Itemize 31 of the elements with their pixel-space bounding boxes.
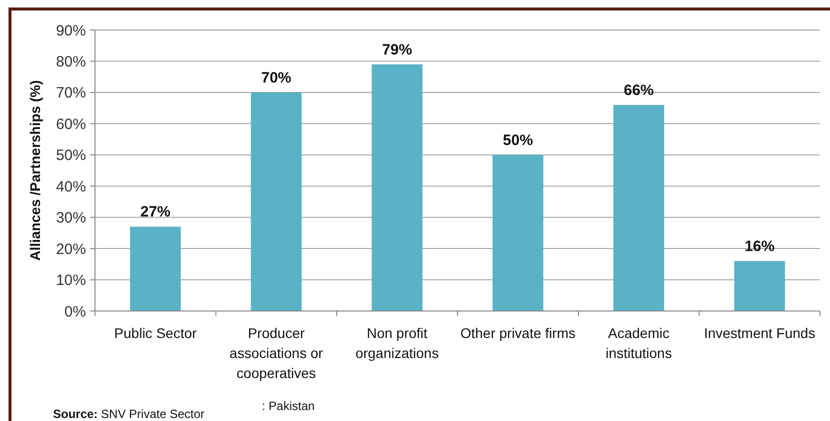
bar	[250, 92, 302, 311]
bar	[372, 64, 422, 311]
x-tick-label: Other private firms	[460, 325, 576, 341]
data-label: 79%	[382, 41, 412, 58]
source-note: Source: SNV Private Sector	[53, 407, 204, 421]
y-tick-label: 20%	[56, 240, 86, 258]
y-tick-label: 60%	[56, 116, 86, 133]
data-label: 16%	[744, 238, 775, 256]
y-tick-label: 50%	[56, 147, 86, 164]
x-tick-label: Producer associations or cooperatives	[230, 325, 324, 381]
bar	[130, 226, 181, 311]
y-tick-label: 10%	[56, 272, 86, 290]
y-tick-label: 40%	[56, 178, 86, 196]
data-label: 70%	[261, 69, 292, 86]
y-tick-label: 70%	[56, 84, 86, 102]
data-label: 50%	[502, 132, 533, 149]
y-tick-label: 30%	[56, 210, 86, 227]
y-tick-label: 80%	[56, 53, 86, 70]
y-tick-label: 90%	[56, 22, 86, 40]
bar	[734, 261, 785, 311]
text: : Pakistan	[262, 399, 315, 413]
bar	[492, 154, 544, 311]
x-tick-label: Public Sector	[114, 325, 197, 341]
x-tick-label: Investment Funds	[704, 325, 816, 341]
y-axis-title: Alliances /Partnerships (%)	[27, 80, 43, 261]
data-label: 66%	[624, 82, 654, 99]
data-label: 27%	[140, 204, 170, 221]
y-tick-label: 0%	[64, 303, 86, 320]
x-tick-label: Academic institutions	[606, 325, 672, 361]
x-tick-label: Non profit organizations	[355, 325, 439, 361]
bar	[613, 104, 664, 311]
